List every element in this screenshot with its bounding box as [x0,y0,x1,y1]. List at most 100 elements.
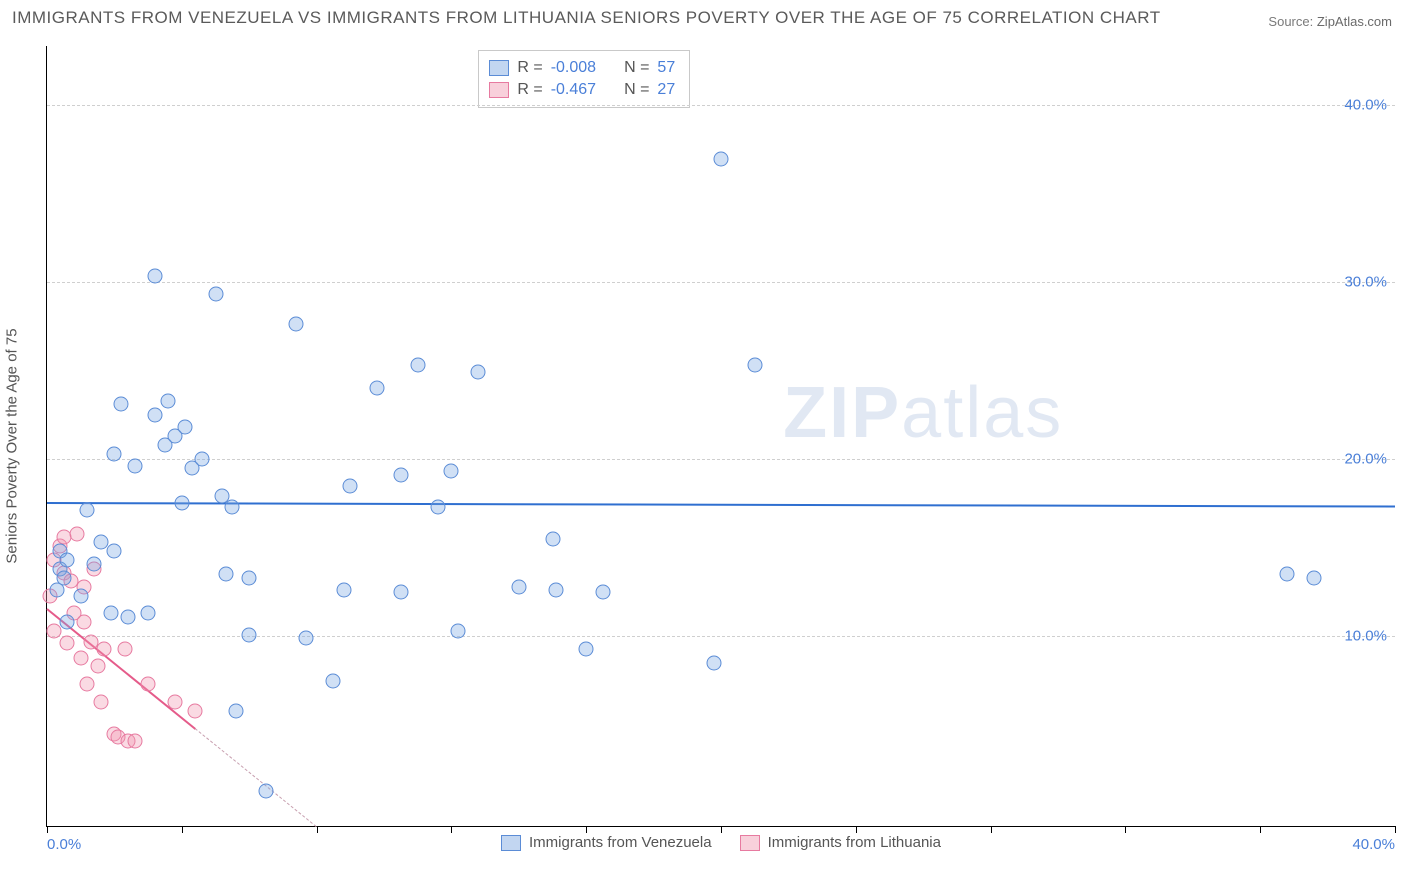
data-point-lithuania [188,703,203,718]
data-point-lithuania [70,526,85,541]
y-tick-label: 10.0% [1344,628,1387,645]
data-point-venezuela [127,459,142,474]
data-point-venezuela [60,553,75,568]
data-point-venezuela [93,535,108,550]
data-point-venezuela [87,556,102,571]
data-point-venezuela [195,452,210,467]
data-point-lithuania [141,677,156,692]
data-point-lithuania [73,650,88,665]
data-point-venezuela [747,358,762,373]
source-attribution: Source: ZipAtlas.com [1268,14,1392,29]
data-point-venezuela [120,609,135,624]
series-legend-item: Immigrants from Venezuela [501,834,712,851]
data-point-venezuela [343,478,358,493]
data-point-venezuela [430,499,445,514]
data-point-venezuela [579,641,594,656]
data-point-venezuela [218,567,233,582]
x-tick-label: 40.0% [1352,836,1395,853]
data-point-venezuela [370,381,385,396]
data-point-venezuela [545,531,560,546]
x-tick [317,826,318,833]
data-point-venezuela [60,615,75,630]
y-axis-label: Seniors Poverty Over the Age of 75 [4,328,21,563]
data-point-lithuania [97,641,112,656]
data-point-lithuania [77,615,92,630]
data-point-venezuela [73,588,88,603]
data-point-venezuela [1280,567,1295,582]
data-point-venezuela [596,585,611,600]
x-tick [47,826,48,833]
trendline [195,728,317,827]
legend-swatch [489,60,509,76]
x-tick [182,826,183,833]
legend-n-label: N = [624,59,649,77]
legend-swatch [740,835,760,851]
data-point-lithuania [168,694,183,709]
x-tick [1260,826,1261,833]
legend-row: R =-0.467N =27 [489,79,675,101]
series-legend-label: Immigrants from Lithuania [768,834,941,851]
y-tick-label: 40.0% [1344,96,1387,113]
data-point-venezuela [225,499,240,514]
series-legend: Immigrants from Venezuela Immigrants from… [47,834,1395,851]
data-point-venezuela [548,583,563,598]
data-point-venezuela [107,446,122,461]
data-point-venezuela [242,570,257,585]
data-point-venezuela [242,627,257,642]
x-tick [991,826,992,833]
legend-swatch [489,82,509,98]
data-point-lithuania [46,624,61,639]
data-point-venezuela [707,655,722,670]
data-point-venezuela [147,407,162,422]
data-point-venezuela [714,152,729,167]
legend-r-label: R = [517,81,542,99]
data-point-venezuela [299,631,314,646]
data-point-lithuania [127,733,142,748]
data-point-venezuela [451,624,466,639]
data-point-venezuela [147,269,162,284]
data-point-venezuela [410,358,425,373]
y-tick-label: 20.0% [1344,451,1387,468]
data-point-venezuela [174,496,189,511]
x-tick [721,826,722,833]
legend-n-value: 57 [657,59,675,77]
data-point-venezuela [56,570,71,585]
data-point-venezuela [511,579,526,594]
data-point-venezuela [104,606,119,621]
x-tick [451,826,452,833]
gridline [47,282,1395,283]
data-point-venezuela [114,397,129,412]
watermark: ZIPatlas [783,372,1063,454]
data-point-lithuania [90,659,105,674]
data-point-lithuania [80,677,95,692]
data-point-lithuania [60,636,75,651]
series-legend-label: Immigrants from Venezuela [529,834,712,851]
scatter-plot: ZIPatlas R =-0.008N =57R =-0.467N =27 Im… [46,46,1395,827]
x-tick-label: 0.0% [47,836,81,853]
data-point-venezuela [444,464,459,479]
data-point-venezuela [336,583,351,598]
data-point-venezuela [228,703,243,718]
chart-title: IMMIGRANTS FROM VENEZUELA VS IMMIGRANTS … [12,8,1161,28]
data-point-venezuela [393,585,408,600]
legend-r-label: R = [517,59,542,77]
x-tick [586,826,587,833]
data-point-lithuania [93,694,108,709]
trendline [47,502,1395,508]
legend-n-value: 27 [657,81,675,99]
data-point-venezuela [471,365,486,380]
legend-r-value: -0.008 [551,59,596,77]
data-point-venezuela [326,673,341,688]
correlation-legend: R = -0.008 N = 57 R =-0.467N =27 [478,50,690,108]
data-point-venezuela [289,317,304,332]
data-point-venezuela [393,468,408,483]
data-point-venezuela [1307,570,1322,585]
source-value: ZipAtlas.com [1317,14,1392,29]
data-point-lithuania [117,641,132,656]
data-point-venezuela [80,503,95,518]
y-tick-label: 30.0% [1344,273,1387,290]
gridline [47,105,1395,106]
data-point-venezuela [208,287,223,302]
legend-row: R = -0.008 N = 57 [489,57,675,79]
data-point-venezuela [107,544,122,559]
